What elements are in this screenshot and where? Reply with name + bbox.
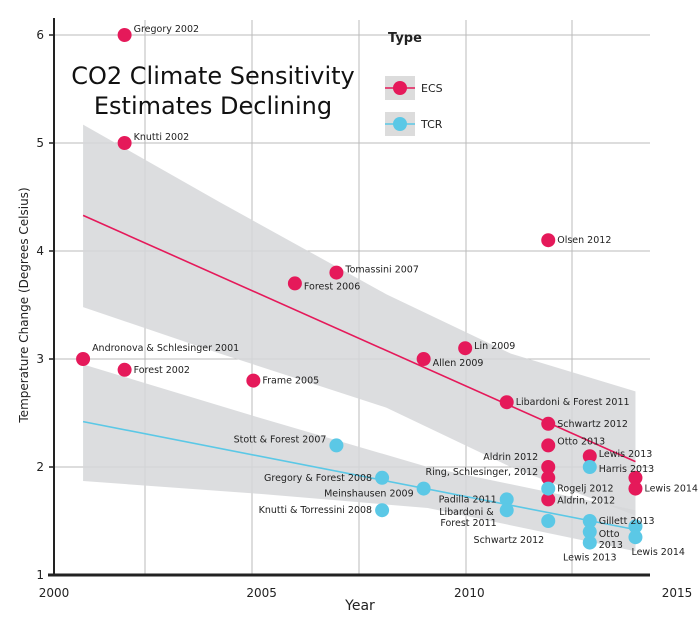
- data-point-ecs: [541, 416, 556, 431]
- data-point-tcr: [541, 481, 556, 496]
- point-label: Forest 2002: [134, 365, 190, 376]
- data-point-ecs: [117, 362, 132, 377]
- point-label: Libardoni & Forest 2011: [516, 397, 630, 408]
- point-label: Aldrin, 2012: [557, 495, 615, 506]
- data-point-tcr: [582, 514, 597, 528]
- data-point-ecs: [541, 438, 556, 453]
- data-point-ecs: [458, 341, 473, 356]
- data-point-ecs: [541, 492, 556, 507]
- point-labels: Gregory 2002 Knutti 2002 Andronova & Schle…: [92, 24, 698, 564]
- y-tick-label: 2: [36, 460, 44, 474]
- trend-line-tcr: [82, 420, 636, 531]
- x-axis-label: Year: [344, 598, 375, 614]
- data-point-tcr: [582, 535, 597, 550]
- point-label: Lewis 2013: [563, 553, 617, 564]
- confidence-bands: [83, 124, 636, 552]
- point-label: Libardoni & Forest 2011: [439, 507, 496, 529]
- point-label: Olsen 2012: [557, 235, 611, 246]
- point-label: Frame 2005: [262, 376, 319, 387]
- axes: 1 2 3 4 5 6 2000 2005 2010 2015: [36, 18, 692, 600]
- legend-label-ecs: ECS: [421, 82, 443, 95]
- y-tick-label: 4: [36, 244, 44, 258]
- chart-title-line-2: Estimates Declining: [94, 92, 332, 120]
- point-label: Knutti & Torressini 2008: [259, 505, 373, 516]
- data-point-tcr: [329, 438, 344, 453]
- y-tick-label: 6: [36, 28, 44, 42]
- data-point-ecs: [117, 136, 132, 150]
- y-tick-label: 1: [36, 568, 44, 582]
- y-tick-label: 3: [36, 352, 44, 366]
- point-label: Schwartz 2012: [474, 535, 545, 546]
- data-point-tcr: [375, 470, 390, 485]
- data-point-tcr: [582, 460, 597, 474]
- point-label: Schwartz 2012: [557, 419, 628, 430]
- point-label: Gregory 2002: [134, 24, 199, 35]
- point-label: Forest 2006: [304, 281, 360, 292]
- data-point-tcr: [628, 519, 643, 534]
- point-label: Harris 2013: [599, 464, 654, 475]
- point-label: Ring, Schlesinger, 2012: [426, 467, 539, 478]
- point-label: Rogelj 2012: [557, 484, 613, 495]
- data-point-ecs: [541, 470, 556, 485]
- chart-title-line-1: CO2 Climate Sensitivity: [71, 62, 354, 90]
- legend-label-tcr: TCR: [420, 118, 443, 131]
- data-point-ecs: [628, 481, 643, 496]
- data-point-ecs: [628, 470, 643, 485]
- point-label: Aldrin 2012: [483, 452, 538, 463]
- data-point-ecs: [246, 373, 261, 388]
- data-point-tcr: [416, 481, 431, 496]
- point-label: Stott & Forest 2007: [234, 434, 327, 445]
- confidence-band-tcr: [83, 364, 636, 552]
- point-label: Andronova & Schlesinger 2001: [92, 343, 239, 354]
- data-point-ecs: [329, 265, 344, 280]
- point-label: Otto 2013: [599, 529, 623, 551]
- x-tick-label: 2005: [246, 586, 277, 600]
- x-tick-label: 2015: [662, 586, 693, 600]
- data-point-tcr: [499, 503, 514, 518]
- data-point-ecs: [117, 28, 132, 42]
- legend: Type ECS TCR: [385, 31, 443, 136]
- point-label: Lewis 2014: [631, 547, 685, 558]
- point-label: Knutti 2002: [134, 132, 190, 143]
- data-point-tcr: [375, 503, 390, 518]
- point-label: Otto 2013: [557, 436, 605, 447]
- legend-key-ecs-dot: [393, 81, 407, 95]
- point-label: Gillett 2013: [599, 516, 655, 527]
- point-label: Lin 2009: [474, 341, 515, 352]
- y-axis-label: Temperature Change (Degrees Celsius): [17, 187, 31, 423]
- point-label: Padilla 2011: [439, 494, 497, 505]
- point-label: Lewis 2014: [644, 484, 698, 495]
- point-label: Allen 2009: [433, 358, 484, 369]
- point-label: Lewis 2013: [599, 449, 653, 460]
- data-point-ecs: [499, 395, 514, 410]
- data-point-ecs: [541, 233, 556, 248]
- legend-title: Type: [388, 31, 422, 46]
- data-point-ecs: [416, 352, 431, 366]
- y-tick-label: 5: [36, 136, 44, 150]
- confidence-band-ecs: [83, 124, 636, 516]
- point-label: Meinshausen 2009: [324, 489, 414, 500]
- x-tick-label: 2010: [454, 586, 485, 600]
- legend-key-tcr-dot: [393, 117, 407, 131]
- data-point-tcr: [628, 530, 643, 545]
- data-point-tcr: [499, 492, 514, 507]
- data-point-tcr: [541, 514, 556, 528]
- point-label: Gregory & Forest 2008: [264, 473, 372, 484]
- data-point-ecs: [76, 352, 91, 366]
- data-points: [76, 28, 643, 550]
- data-point-ecs: [287, 276, 302, 291]
- data-point-ecs: [541, 460, 556, 474]
- x-tick-label: 2000: [39, 586, 70, 600]
- point-label: Tomassini 2007: [344, 265, 418, 276]
- data-point-ecs: [582, 449, 597, 464]
- data-point-tcr: [582, 524, 597, 539]
